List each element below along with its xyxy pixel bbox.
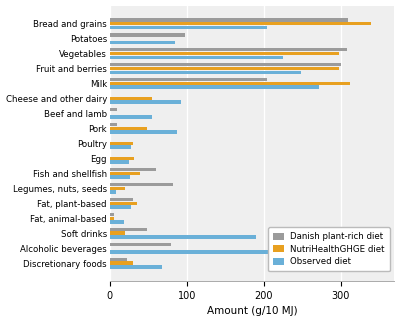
- Bar: [110, 100, 181, 104]
- Bar: [110, 123, 118, 126]
- Bar: [110, 258, 127, 261]
- Bar: [110, 265, 162, 269]
- Bar: [110, 82, 350, 85]
- Bar: [110, 108, 118, 111]
- Bar: [110, 205, 131, 209]
- Bar: [110, 78, 268, 81]
- Bar: [110, 202, 137, 205]
- Bar: [110, 127, 147, 130]
- Bar: [110, 142, 133, 145]
- Bar: [110, 250, 300, 254]
- Bar: [110, 213, 114, 216]
- Bar: [110, 190, 116, 194]
- Bar: [110, 52, 339, 55]
- Bar: [110, 228, 147, 231]
- Bar: [110, 130, 178, 134]
- Bar: [110, 48, 347, 52]
- Bar: [110, 145, 131, 149]
- Bar: [110, 183, 173, 186]
- Bar: [110, 216, 114, 220]
- Bar: [110, 160, 129, 164]
- Bar: [110, 33, 185, 36]
- Bar: [110, 97, 152, 100]
- Bar: [110, 18, 348, 22]
- Bar: [110, 63, 340, 66]
- X-axis label: Amount (g/10 MJ): Amount (g/10 MJ): [207, 307, 297, 317]
- Bar: [110, 25, 268, 29]
- Bar: [110, 85, 319, 89]
- Bar: [110, 261, 133, 265]
- Bar: [110, 156, 134, 160]
- Bar: [110, 55, 283, 59]
- Bar: [110, 220, 124, 224]
- Bar: [110, 172, 140, 175]
- Bar: [110, 186, 125, 190]
- Bar: [110, 232, 125, 235]
- Bar: [110, 67, 339, 70]
- Bar: [110, 235, 256, 239]
- Legend: Danish plant-rich diet, NutriHealthGHGE diet, Observed diet: Danish plant-rich diet, NutriHealthGHGE …: [268, 227, 390, 271]
- Bar: [110, 198, 133, 201]
- Bar: [110, 175, 130, 179]
- Bar: [110, 168, 156, 171]
- Bar: [110, 41, 175, 44]
- Bar: [110, 71, 300, 74]
- Bar: [110, 115, 152, 119]
- Bar: [110, 22, 371, 25]
- Bar: [110, 243, 171, 246]
